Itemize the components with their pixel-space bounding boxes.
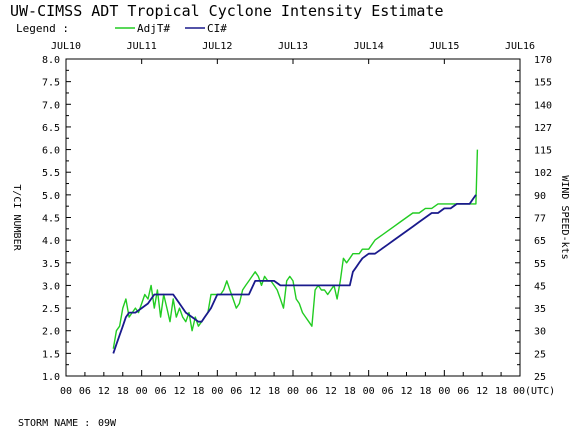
bottom-hour-label: 18 (419, 386, 431, 397)
chart-title: UW-CIMSS ADT Tropical Cyclone Intensity … (10, 2, 443, 20)
bottom-hour-label: 12 (325, 386, 337, 397)
bottom-hour-label: 00 (363, 386, 375, 397)
series-line-adjt (112, 149, 479, 349)
bottom-hour-label: 06 (382, 386, 394, 397)
y-tick-label-right: 55 (534, 259, 546, 270)
top-date-label: JUL15 (429, 41, 459, 52)
y-tick-label-right: 155 (534, 78, 552, 89)
bottom-hour-label: 18 (495, 386, 507, 397)
legend-entry-ci: CI# (207, 22, 227, 35)
bottom-hour-label: 18 (268, 386, 280, 397)
bottom-hour-axis: 00 06 12 18 00 06 12 18 00 06 12 18 00 06 12 18 00 06 12 18… (60, 370, 555, 397)
y-tick-label-left: 2.5 (42, 304, 60, 315)
bottom-hour-label: 18 (192, 386, 204, 397)
bottom-hour-label: 06 (230, 386, 242, 397)
legend-entry-adjt: AdjT# (137, 22, 170, 35)
plot-frame (65, 58, 521, 377)
y-tick-label-right: 140 (534, 100, 552, 111)
bottom-hour-label: 12 (476, 386, 488, 397)
right-y-axis: 25 25 30 35 45 55 65 77 90 102 115 127 140 155 170 (515, 55, 552, 383)
bottom-hour-label: 06 (79, 386, 91, 397)
y-axis-label-right: WIND SPEED-kts (559, 175, 570, 259)
y-tick-label-right: 45 (534, 281, 546, 292)
legend-label: Legend : (16, 22, 69, 35)
bottom-hour-label: 00 (136, 386, 148, 397)
bottom-hour-label: 12 (98, 386, 110, 397)
y-tick-label-left: 4.5 (42, 214, 60, 225)
y-tick-label-right: 115 (534, 146, 552, 157)
bottom-hour-label: 00 (211, 386, 223, 397)
bottom-hour-label: 06 (306, 386, 318, 397)
bottom-hour-label: 12 (400, 386, 412, 397)
y-tick-label-right: 170 (534, 55, 552, 66)
y-axis-label-left: T/CI NUMBER (11, 184, 22, 251)
y-tick-label-left: 7.0 (42, 100, 60, 111)
bottom-hour-label: 12 (249, 386, 261, 397)
y-tick-label-left: 6.5 (42, 123, 60, 134)
top-date-label: JUL13 (278, 41, 308, 52)
y-tick-label-left: 1.0 (42, 372, 60, 383)
bottom-hour-label: 18 (117, 386, 129, 397)
bottom-hour-label: 12 (173, 386, 185, 397)
top-date-axis: JUL10 JUL11 JUL12 JUL13 JUL14 JUL15 JUL16 (51, 41, 535, 64)
bottom-hour-label: 00 (60, 386, 72, 397)
top-date-label: JUL12 (202, 41, 232, 52)
legend: Legend : AdjT# CI# (16, 22, 227, 35)
y-tick-label-left: 5.0 (42, 191, 60, 202)
y-tick-label-right: 25 (534, 349, 546, 360)
storm-name-value: 09W (98, 418, 117, 429)
top-date-label: JUL14 (354, 41, 384, 52)
y-tick-label-right: 65 (534, 236, 546, 247)
bottom-hour-label: 06 (457, 386, 469, 397)
y-tick-label-right: 90 (534, 191, 546, 202)
bottom-hour-label: 06 (155, 386, 167, 397)
bottom-hour-label: 00(UTC) (513, 386, 555, 397)
series-line-ci (112, 194, 477, 354)
y-tick-label-left: 8.0 (42, 55, 60, 66)
y-tick-label-right: 30 (534, 327, 546, 338)
bottom-hour-label: 00 (287, 386, 299, 397)
y-tick-label-right: 35 (534, 304, 546, 315)
top-date-label: JUL10 (51, 41, 81, 52)
top-date-label: JUL16 (505, 41, 535, 52)
storm-name-label: STORM NAME : (18, 418, 90, 429)
y-tick-label-right: 127 (534, 123, 552, 134)
top-date-label: JUL11 (127, 41, 157, 52)
y-tick-label-right: 77 (534, 214, 546, 225)
y-tick-label-right: 25 (534, 372, 546, 383)
y-tick-label-left: 3.0 (42, 281, 60, 292)
left-y-axis: 1.0 1.5 2.0 2.5 3.0 3.5 4.0 4.5 5.0 5.5 6.0 6.5 7.0 7… (42, 55, 71, 383)
y-tick-label-left: 5.5 (42, 168, 60, 179)
series-layer (112, 149, 479, 354)
bottom-hour-label: 18 (344, 386, 356, 397)
y-tick-label-left: 1.5 (42, 349, 60, 360)
y-tick-label-right: 102 (534, 168, 552, 179)
y-tick-label-left: 6.0 (42, 146, 60, 157)
y-tick-label-left: 4.0 (42, 236, 60, 247)
y-tick-label-left: 7.5 (42, 78, 60, 89)
y-tick-label-left: 2.0 (42, 327, 60, 338)
bottom-hour-label: 00 (438, 386, 450, 397)
y-tick-label-left: 3.5 (42, 259, 60, 270)
